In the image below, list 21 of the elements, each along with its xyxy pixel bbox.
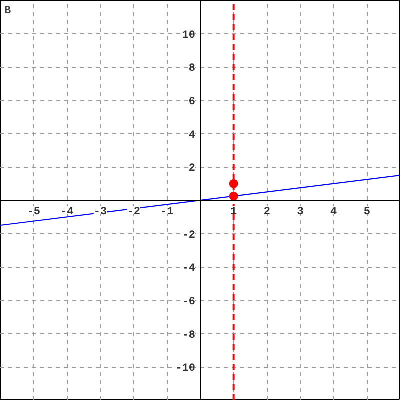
- y-tick-label: -4: [182, 263, 196, 276]
- x-tick-label: -5: [27, 206, 41, 218]
- x-tick-label: -1: [160, 206, 174, 218]
- x-tick-label: -2: [127, 206, 140, 218]
- y-tick-label: -10: [176, 363, 196, 376]
- y-tick-label: 8: [188, 63, 196, 76]
- x-tick-label: 2: [264, 206, 270, 218]
- y-tick-label: -2: [182, 230, 196, 242]
- y-tick-label: -6: [182, 296, 196, 308]
- x-tick-label: 4: [330, 206, 338, 218]
- x-tick-label: -3: [94, 206, 108, 218]
- y-tick-label: 4: [188, 130, 196, 142]
- y-tick-label: -8: [182, 330, 196, 342]
- x-tick-label: 1: [230, 206, 238, 218]
- y-tick-label: 2: [188, 163, 196, 176]
- x-tick-label: 3: [297, 206, 304, 218]
- y-tick-label: 6: [188, 96, 196, 108]
- x-tick-label: -4: [60, 206, 74, 218]
- y-tick-label: 10: [182, 30, 196, 42]
- x-tick-label: 5: [364, 206, 371, 218]
- text: B: [4, 6, 12, 18]
